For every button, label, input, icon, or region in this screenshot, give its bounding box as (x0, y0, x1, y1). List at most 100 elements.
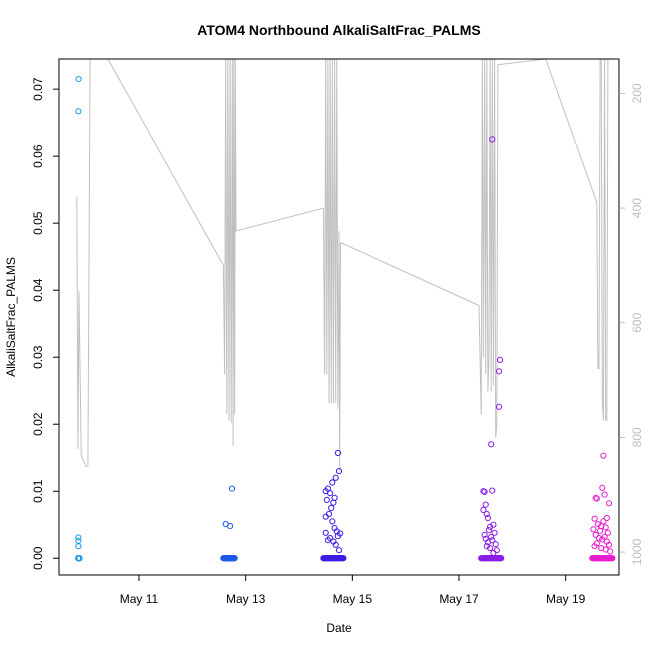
y2-tick-label: 600 (630, 312, 644, 332)
data-point (591, 543, 598, 550)
y2-tick-label: 1000 (630, 538, 644, 565)
data-point (488, 441, 495, 448)
data-point (484, 514, 491, 522)
data-point (603, 514, 610, 522)
y2-tick-label: 800 (630, 427, 644, 447)
data-point (228, 485, 236, 492)
data-point (332, 541, 339, 548)
data-point (324, 537, 331, 544)
y-tick-label: 0.06 (31, 144, 45, 168)
data-point (605, 500, 613, 507)
y2-axis: 200 400 600 800 1000 (619, 83, 644, 565)
data-point (483, 510, 490, 518)
y-tick-label: 0.03 (31, 345, 45, 369)
series-4 (478, 136, 505, 562)
y-tick-label: 0.07 (31, 77, 45, 101)
series-1 (75, 76, 83, 562)
data-point (485, 527, 493, 534)
y2-tick-label: 200 (630, 83, 644, 103)
y-tick-label: 0.01 (31, 479, 45, 503)
data-point (593, 495, 600, 502)
y-tick-label: 0.04 (31, 278, 45, 302)
data-point (322, 513, 329, 520)
data-point (75, 534, 82, 541)
baseline-point (340, 555, 347, 562)
y-tick-label: 0.02 (31, 412, 45, 436)
data-point (482, 501, 489, 508)
data-point (489, 487, 496, 494)
y-axis-label: AlkaliSaltFrac_PALMS (4, 257, 18, 377)
data-point (605, 541, 613, 548)
x-tick-label: May 13 (226, 592, 266, 606)
data-point (329, 518, 336, 525)
baseline-point (609, 555, 616, 562)
data-point (487, 523, 494, 530)
x-tick-label: May 11 (120, 592, 159, 606)
x-tick-label: May 19 (546, 592, 586, 606)
plot-frame (58, 58, 620, 576)
data-point (495, 368, 503, 375)
baseline-point (498, 555, 505, 562)
data-point (591, 515, 598, 522)
x-tick-label: May 17 (439, 592, 479, 606)
data-point (601, 491, 608, 498)
chart-title: ATOM4 Northbound AlkaliSaltFrac_PALMS (197, 22, 480, 38)
x-tick-label: May 15 (333, 592, 373, 606)
y-axis: 0.00 0.01 0.02 0.03 0.04 0.05 0.06 0.07 (31, 77, 59, 570)
y2-tick-label: 400 (630, 198, 644, 218)
data-point (607, 548, 614, 555)
data-point (332, 474, 339, 481)
data-point (491, 529, 498, 536)
pressure-layer (76, 58, 609, 472)
data-point (322, 529, 329, 536)
data-point (75, 537, 82, 544)
series-3 (320, 449, 347, 562)
data-point (493, 547, 500, 554)
series-5 (589, 452, 616, 562)
pressure-profile-line (76, 58, 609, 472)
data-point (602, 524, 609, 531)
data-point (597, 527, 604, 534)
y-tick-label: 0.00 (31, 546, 45, 570)
data-point (595, 535, 603, 542)
data-point (330, 499, 337, 506)
data-point (490, 549, 497, 557)
data-point (75, 76, 82, 83)
data-point (328, 504, 335, 512)
data-point (323, 496, 330, 503)
data-point (488, 533, 495, 540)
data-point (480, 506, 487, 514)
baseline-point (231, 555, 238, 562)
x-axis-label: Date (326, 621, 352, 635)
data-point (335, 547, 343, 554)
data-point (594, 521, 602, 528)
y-tick-label: 0.05 (31, 211, 45, 235)
data-point (75, 543, 82, 550)
data-point (75, 108, 82, 115)
data-point (497, 356, 504, 363)
data-point (335, 468, 343, 475)
data-point (334, 449, 341, 457)
data-point (599, 484, 606, 491)
data-point (327, 490, 334, 497)
data-point (334, 533, 341, 540)
data-point (492, 541, 499, 548)
points-layer (75, 76, 616, 562)
data-point (590, 526, 597, 533)
x-axis: May 11 May 13 May 15 May 17 May 19 (120, 575, 586, 606)
baseline-point (76, 555, 83, 562)
data-point (484, 539, 491, 546)
data-point (604, 529, 612, 536)
data-point (592, 531, 599, 538)
data-point (489, 136, 496, 143)
data-point (600, 452, 607, 459)
data-point (481, 488, 488, 495)
data-point (227, 523, 234, 530)
data-point (483, 543, 490, 550)
data-point (495, 403, 503, 410)
data-point (487, 545, 494, 552)
data-point (481, 531, 488, 538)
data-point (329, 479, 336, 486)
series-2 (220, 485, 238, 562)
